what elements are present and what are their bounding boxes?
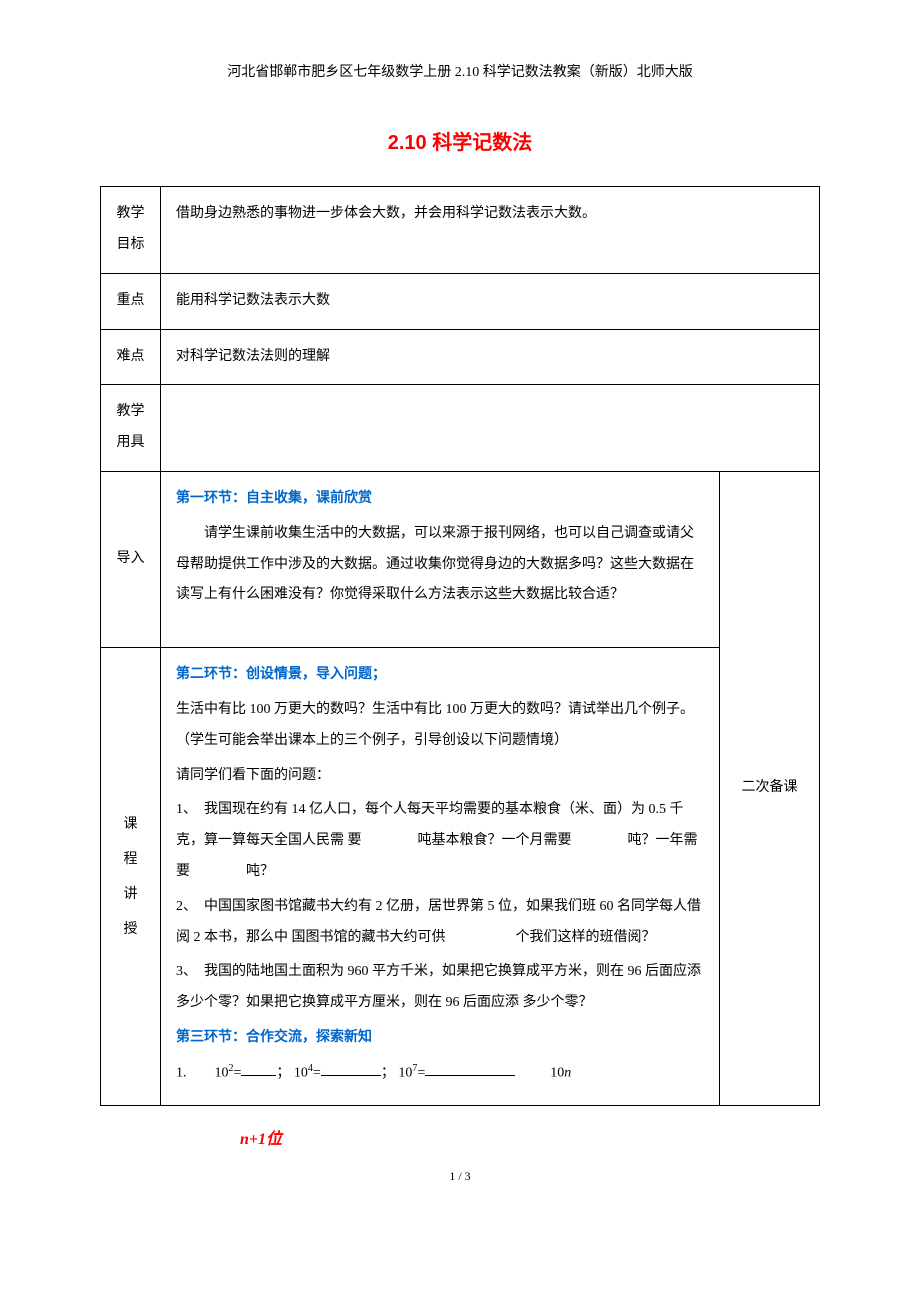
blank3 bbox=[425, 1075, 515, 1076]
formula-prefix: 1. bbox=[176, 1065, 187, 1080]
f-end-base: 10 bbox=[550, 1065, 564, 1080]
lecture-formula: 1. 102=； 104=； 107= 10n bbox=[176, 1058, 704, 1089]
lecture-q1: 1、 我国现在约有 14 亿人口，每个人每天平均需要的基本粮食（米、面）为 0.… bbox=[176, 795, 704, 887]
doc-header: 河北省邯郸市肥乡区七年级数学上册 2.10 科学记数法教案（新版）北师大版 bbox=[100, 60, 820, 85]
label-difficulty: 难点 bbox=[101, 329, 161, 385]
content-lecture: 第二环节：创设情景，导入问题； 生活中有比 100 万更大的数吗？生活中有比 1… bbox=[161, 648, 720, 1106]
blank2 bbox=[321, 1075, 381, 1076]
intro-p1: 请学生课前收集生活中的大数据，可以来源于报刊网络，也可以自己调查或请父母帮助提供… bbox=[176, 519, 704, 611]
content-intro: 第一环节：自主收集，课前欣赏 请学生课前收集生活中的大数据，可以来源于报刊网络，… bbox=[161, 471, 720, 647]
lecture-q2: 2、 中国国家图书馆藏书大约有 2 亿册，居世界第 5 位，如果我们班 60 名… bbox=[176, 892, 704, 954]
page-number: 1 / 3 bbox=[100, 1166, 820, 1188]
row-keypoint: 重点 能用科学记数法表示大数 bbox=[101, 273, 820, 329]
f1-eq: = bbox=[234, 1065, 242, 1080]
label-goal: 教学 目标 bbox=[101, 187, 161, 274]
row-goal: 教学 目标 借助身边熟悉的事物进一步体会大数，并会用科学记数法表示大数。 bbox=[101, 187, 820, 274]
row-intro: 导入 第一环节：自主收集，课前欣赏 请学生课前收集生活中的大数据，可以来源于报刊… bbox=[101, 471, 820, 647]
lecture-h3: 第三环节：合作交流，探索新知 bbox=[176, 1023, 704, 1054]
label-tools: 教学 用具 bbox=[101, 385, 161, 472]
label-lecture: 课 程 讲 授 bbox=[101, 648, 161, 1106]
row-difficulty: 难点 对科学记数法法则的理解 bbox=[101, 329, 820, 385]
sep1: ； bbox=[276, 1065, 290, 1080]
content-keypoint: 能用科学记数法表示大数 bbox=[161, 273, 820, 329]
content-tools bbox=[161, 385, 820, 472]
f3-base: 10 bbox=[398, 1065, 412, 1080]
f3-eq: = bbox=[417, 1065, 425, 1080]
doc-title: 2.10 科学记数法 bbox=[100, 125, 820, 161]
content-goal: 借助身边熟悉的事物进一步体会大数，并会用科学记数法表示大数。 bbox=[161, 187, 820, 274]
sep2: ； bbox=[381, 1065, 395, 1080]
label-intro: 导入 bbox=[101, 471, 161, 647]
lecture-p1: 生活中有比 100 万更大的数吗？生活中有比 100 万更大的数吗？请试举出几个… bbox=[176, 695, 704, 757]
f2-base: 10 bbox=[294, 1065, 308, 1080]
lecture-p2: 请同学们看下面的问题： bbox=[176, 761, 704, 792]
intro-heading: 第一环节：自主收集，课前欣赏 bbox=[176, 484, 704, 515]
lecture-q3: 3、 我国的陆地国土面积为 960 平方千米，如果把它换算成平方米，则在 96 … bbox=[176, 957, 704, 1019]
side-note: 二次备课 bbox=[720, 471, 820, 1105]
f1-base: 10 bbox=[215, 1065, 229, 1080]
row-lecture: 课 程 讲 授 第二环节：创设情景，导入问题； 生活中有比 100 万更大的数吗… bbox=[101, 648, 820, 1106]
lecture-h2: 第二环节：创设情景，导入问题； bbox=[176, 660, 704, 691]
lesson-plan-table: 教学 目标 借助身边熟悉的事物进一步体会大数，并会用科学记数法表示大数。 重点 … bbox=[100, 186, 820, 1106]
label-keypoint: 重点 bbox=[101, 273, 161, 329]
content-difficulty: 对科学记数法法则的理解 bbox=[161, 329, 820, 385]
footer-red-text: n+1位 bbox=[240, 1126, 820, 1155]
blank1 bbox=[241, 1075, 276, 1076]
row-tools: 教学 用具 bbox=[101, 385, 820, 472]
f2-eq: = bbox=[313, 1065, 321, 1080]
f-end-var: n bbox=[564, 1065, 571, 1080]
